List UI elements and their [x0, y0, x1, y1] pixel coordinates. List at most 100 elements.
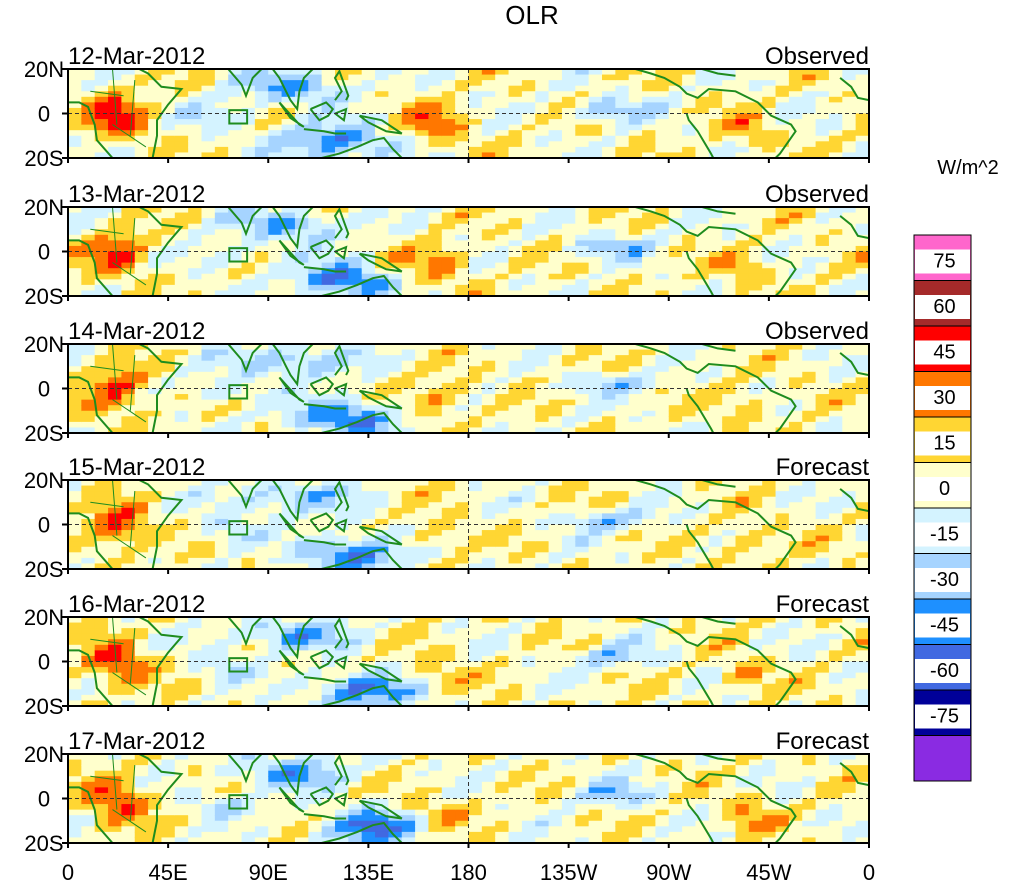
heatmap-cell: [81, 113, 96, 120]
heatmap-cell: [415, 410, 430, 417]
heatmap-cell: [468, 257, 483, 264]
heatmap-cell: [415, 388, 430, 395]
heatmap-cell: [254, 344, 269, 351]
heatmap-cell: [401, 416, 416, 423]
heatmap-cell: [121, 284, 136, 292]
heatmap-cell: [735, 628, 750, 635]
heatmap-cell: [401, 480, 416, 487]
heatmap-cell: [495, 405, 510, 412]
heatmap-cell: [121, 102, 136, 109]
heatmap-cell: [722, 694, 737, 702]
heatmap-cell: [642, 427, 656, 433]
heatmap-cell: [361, 212, 376, 219]
heatmap-cell: [815, 694, 830, 702]
heatmap-cell: [788, 667, 803, 674]
heatmap-cell: [321, 245, 336, 253]
heatmap-cell: [388, 388, 403, 395]
heatmap-cell: [68, 496, 82, 503]
y-tick-label: 20N: [24, 332, 64, 357]
heatmap-cell: [481, 546, 496, 553]
heatmap-cell: [308, 262, 323, 269]
heatmap-cell: [228, 268, 243, 275]
heatmap-cell: [655, 700, 670, 706]
heatmap-cell: [294, 661, 309, 668]
heatmap-cell: [722, 245, 737, 253]
heatmap-cell: [174, 507, 189, 514]
heatmap-cell: [548, 655, 563, 663]
heatmap-cell: [628, 388, 643, 395]
heatmap-cell: [748, 124, 763, 131]
heatmap-cell: [188, 650, 203, 657]
heatmap-cell: [441, 622, 456, 629]
heatmap-cell: [548, 290, 563, 296]
heatmap-cell: [308, 480, 323, 487]
heatmap-cell: [668, 257, 683, 264]
heatmap-cell: [214, 633, 229, 640]
heatmap-cell: [441, 80, 456, 87]
heatmap-cell: [495, 683, 510, 690]
heatmap-cell: [748, 541, 763, 548]
heatmap-cell: [108, 694, 122, 702]
heatmap-cell: [575, 107, 590, 115]
heatmap-cell: [775, 102, 790, 109]
heatmap-cell: [842, 218, 857, 225]
heatmap-cell: [615, 427, 630, 433]
heatmap-cell: [828, 427, 843, 433]
heatmap-cell: [214, 234, 229, 241]
heatmap-cell: [682, 262, 697, 269]
heatmap-cell: [294, 557, 309, 565]
heatmap-cell: [428, 535, 443, 542]
heatmap-cell: [842, 251, 857, 258]
heatmap-cell: [388, 80, 403, 87]
heatmap-cell: [855, 377, 869, 384]
heatmap-cell: [775, 650, 790, 657]
heatmap-cell: [575, 667, 590, 674]
heatmap-cell: [481, 124, 496, 131]
heatmap-cell: [575, 661, 590, 668]
heatmap-cell: [615, 377, 630, 384]
heatmap-cell: [321, 107, 336, 115]
heatmap-cell: [695, 655, 710, 663]
heatmap-cell: [815, 644, 830, 651]
heatmap-cell: [428, 633, 443, 640]
heatmap-cell: [842, 74, 857, 81]
heatmap-cell: [375, 639, 389, 646]
heatmap-cell: [788, 700, 803, 706]
heatmap-cell: [495, 229, 510, 236]
heatmap-cell: [455, 507, 470, 514]
heatmap-cell: [228, 141, 243, 148]
heatmap-cell: [455, 530, 470, 537]
heatmap-cell: [468, 622, 483, 629]
heatmap-cell: [508, 535, 523, 542]
heatmap-cell: [361, 240, 376, 247]
heatmap-cell: [388, 107, 403, 115]
heatmap-cell: [321, 683, 336, 690]
heatmap-cell: [855, 563, 869, 569]
heatmap-cell: [228, 557, 243, 565]
heatmap-cell: [81, 223, 96, 230]
heatmap-cell: [94, 530, 109, 537]
heatmap-cell: [748, 518, 763, 526]
heatmap-cell: [708, 290, 723, 296]
heatmap-cell: [602, 639, 616, 646]
heatmap-cell: [308, 485, 323, 492]
heatmap-cell: [561, 85, 576, 92]
heatmap-cell: [575, 628, 590, 635]
heatmap-cell: [762, 507, 777, 514]
heatmap-cell: [842, 107, 857, 115]
heatmap-cell: [828, 622, 843, 629]
heatmap-cell: [375, 212, 389, 219]
heatmap-cell: [468, 655, 483, 663]
heatmap-cell: [521, 513, 536, 520]
heatmap-cell: [188, 530, 203, 537]
heatmap-cell: [508, 513, 523, 520]
heatmap-cell: [174, 212, 189, 219]
heatmap-cell: [815, 557, 830, 565]
heatmap-cell: [828, 218, 843, 225]
heatmap-cell: [828, 344, 843, 351]
heatmap-cell: [121, 672, 136, 679]
heatmap-cell: [441, 507, 456, 514]
heatmap-cell: [375, 667, 389, 674]
heatmap-cell: [361, 377, 376, 384]
heatmap-cell: [508, 644, 523, 651]
